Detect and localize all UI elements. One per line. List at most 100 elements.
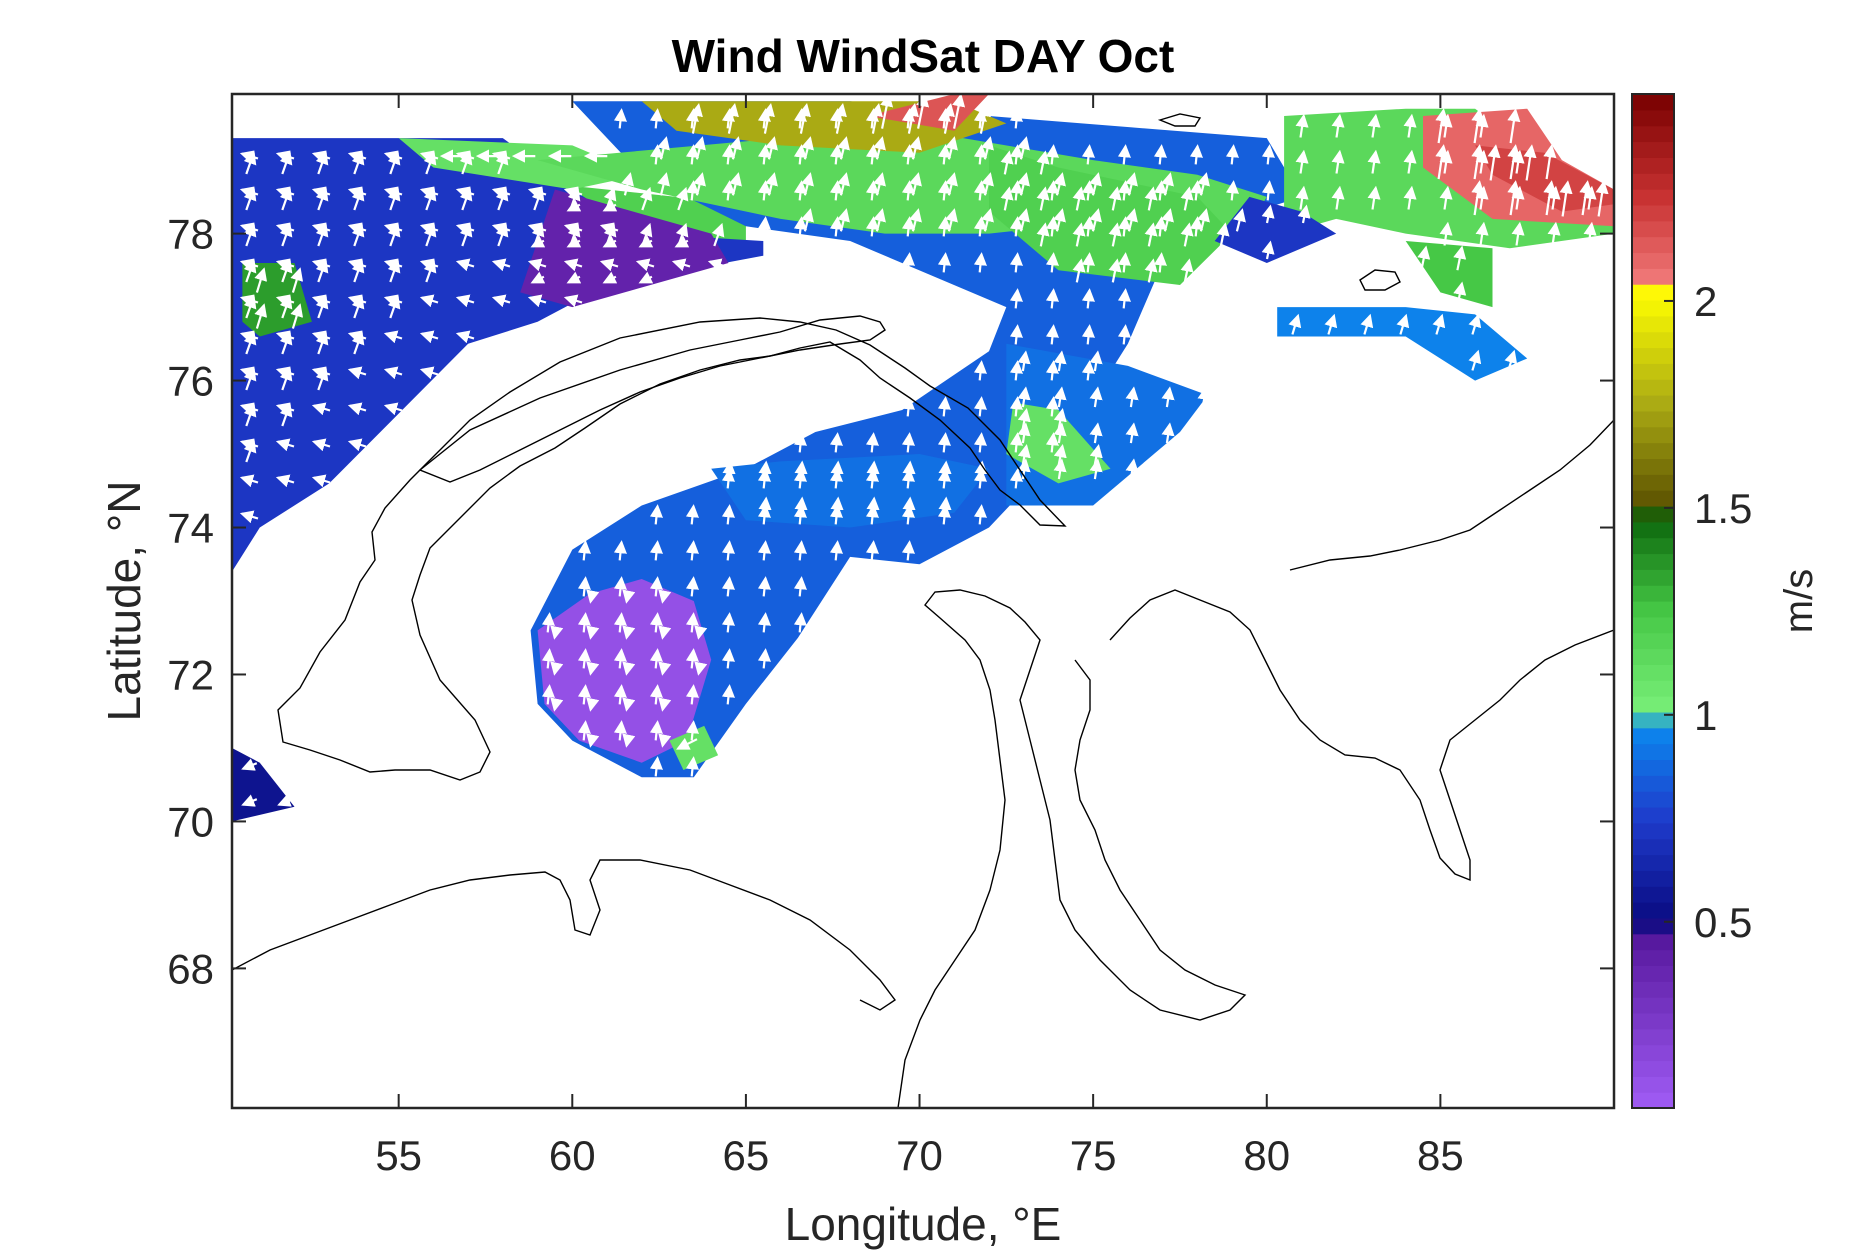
colorbar-swatch	[1632, 521, 1674, 539]
mainland-coast	[232, 859, 897, 1011]
wind-arrow	[527, 294, 547, 308]
y-tick-label: 72	[167, 651, 214, 698]
wind-arrow	[566, 199, 582, 212]
wind-arrow	[1261, 180, 1275, 201]
wind-arrow	[801, 136, 814, 160]
y-tick-label: 74	[167, 505, 214, 552]
colorbar-swatch	[1632, 616, 1674, 634]
wind-arrow	[658, 697, 672, 712]
wind-arrow	[419, 330, 439, 344]
x-tick-label: 85	[1417, 1132, 1464, 1179]
wind-arrow	[241, 758, 258, 771]
wind-arrow	[1396, 313, 1410, 335]
wind-arrow	[586, 697, 600, 712]
wind-arrow	[275, 438, 295, 452]
wind-arrow	[1471, 108, 1485, 144]
wind-arrow	[902, 460, 916, 482]
wind-arrow	[1487, 144, 1501, 181]
wind-arrow	[622, 625, 636, 640]
wind-arrow	[491, 222, 511, 236]
wind-arrow	[1453, 245, 1467, 271]
wind-arrow	[622, 589, 636, 604]
wind-arrow	[1009, 396, 1023, 417]
x-axis-label: Longitude, °E	[785, 1198, 1062, 1250]
colorbar-swatch	[1632, 838, 1674, 856]
colorbar-swatch	[1632, 458, 1674, 475]
wind-arrow	[239, 330, 259, 344]
wind-arrow	[829, 432, 843, 453]
wind-arrow	[721, 612, 735, 633]
wind-arrow	[757, 540, 771, 561]
wind-arrow	[383, 258, 403, 272]
wind-vectors	[239, 94, 1609, 807]
wind-arrow	[1089, 458, 1103, 480]
wind-arrow	[1045, 432, 1059, 453]
wind-arrow	[577, 684, 591, 705]
wind-arrow	[254, 267, 268, 293]
taymyr-coast	[1289, 419, 1614, 571]
wind-arrow	[347, 402, 367, 416]
colorbar-tick-label: 1.5	[1694, 485, 1752, 532]
gydan-coast	[1109, 589, 1614, 882]
wind-arrow	[1507, 144, 1521, 180]
wind-arrow	[1453, 281, 1467, 307]
wind-arrow	[938, 460, 952, 482]
wind-arrow	[909, 208, 922, 232]
wind-arrow	[1471, 180, 1485, 216]
wind-arrow	[1045, 360, 1059, 381]
wind-arrow	[1108, 258, 1122, 283]
colorbar-swatch	[1632, 347, 1674, 364]
wind-arrow	[577, 720, 591, 741]
wind-arrow	[729, 172, 742, 196]
wind-arrow	[541, 684, 555, 705]
wind-arrow	[455, 222, 475, 236]
wind-arrow	[1117, 252, 1131, 273]
wind-arrow	[721, 648, 735, 669]
wind-arrow	[729, 136, 742, 160]
wind-arrow	[1000, 150, 1014, 175]
colorbar-swatch	[1632, 331, 1674, 349]
wind-arrow	[685, 612, 699, 633]
wind-arrow	[721, 684, 735, 705]
wind-arrow	[311, 474, 331, 488]
wind-arrow	[1161, 208, 1174, 232]
colorbar-swatch	[1632, 299, 1674, 317]
wind-arrow	[419, 294, 439, 308]
colorbar-swatch	[1632, 854, 1674, 871]
wind-arrow	[797, 102, 811, 134]
wind-arrow	[311, 402, 331, 416]
wind-arrow	[1507, 180, 1521, 216]
wind-arrow	[693, 136, 706, 160]
wind-arrow	[239, 222, 259, 236]
wind-arrow	[1331, 113, 1345, 138]
colorbar-swatch	[1632, 806, 1674, 824]
wind-arrow	[981, 208, 994, 232]
wind-arrow	[239, 474, 259, 488]
wind-arrow	[1144, 258, 1158, 283]
island-coast	[1157, 113, 1202, 127]
wind-arrow	[1089, 350, 1103, 372]
colorbar-swatch	[1632, 1092, 1674, 1109]
wind-arrow	[1053, 208, 1066, 232]
wind-arrow	[1125, 458, 1139, 480]
wind-arrow	[613, 720, 627, 741]
wind-arrow	[622, 661, 636, 676]
colorbar-swatch	[1632, 505, 1674, 523]
wind-arrow	[1468, 313, 1482, 335]
x-tick-label: 60	[549, 1132, 596, 1179]
wind-arrow	[685, 756, 699, 777]
wind-arrow	[277, 794, 294, 807]
colorbar-frame	[1631, 93, 1675, 1109]
wind-arrow	[952, 94, 966, 129]
wind-arrow	[311, 438, 331, 452]
colorbar-ticks: 0.5 1 1.5 2	[1664, 278, 1752, 946]
wind-arrow	[937, 396, 951, 417]
severnaya-zemlya-coast	[1359, 269, 1401, 291]
colorbar-swatch	[1632, 94, 1674, 111]
x-tick-label: 70	[896, 1132, 943, 1179]
wind-arrow	[419, 258, 439, 272]
wind-arrow	[1125, 172, 1138, 196]
colorbar-swatch	[1632, 109, 1674, 127]
wind-arrow	[1261, 144, 1275, 165]
wind-arrow	[977, 102, 991, 134]
